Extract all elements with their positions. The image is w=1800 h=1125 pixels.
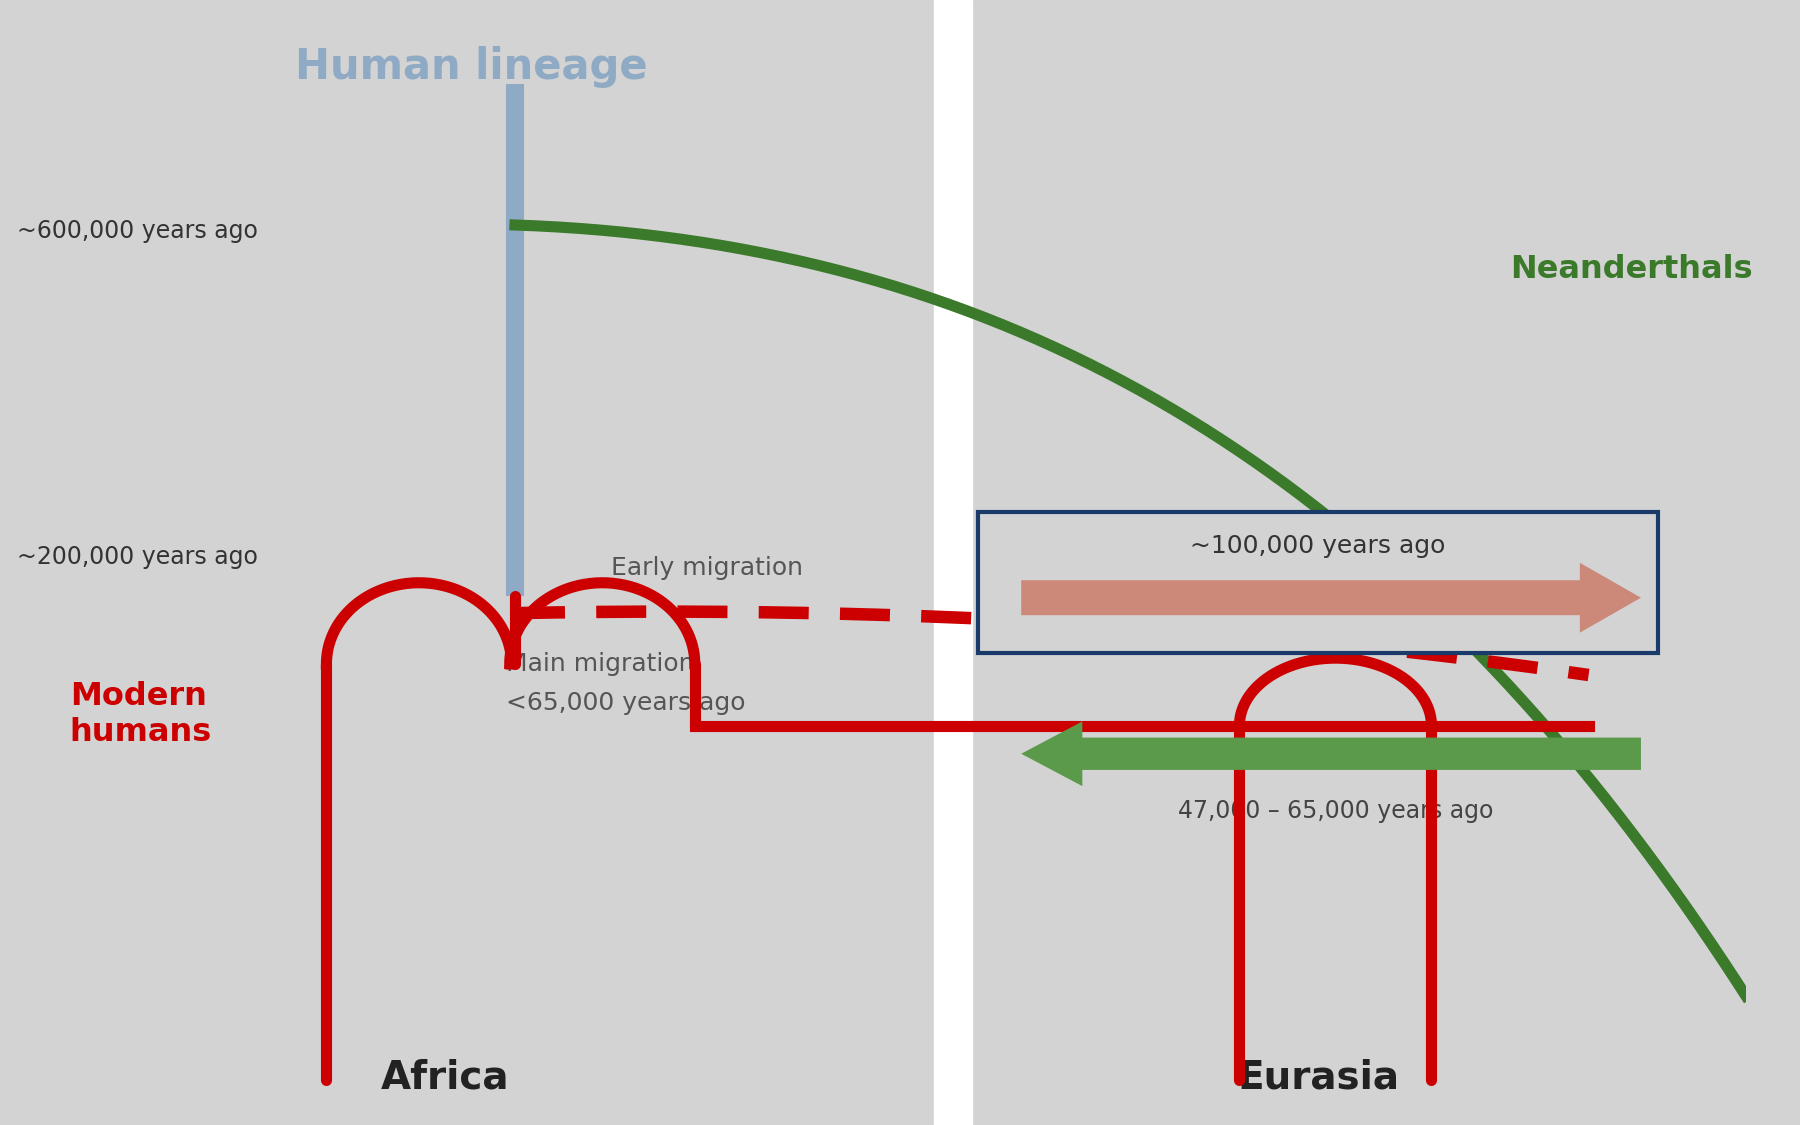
Text: Early migration: Early migration: [610, 556, 803, 580]
Text: Africa: Africa: [382, 1059, 509, 1097]
Bar: [934, 0, 972, 1125]
Text: Eurasia: Eurasia: [1237, 1059, 1399, 1097]
Text: <65,000 years ago: <65,000 years ago: [506, 691, 745, 716]
Text: ~200,000 years ago: ~200,000 years ago: [18, 544, 259, 569]
FancyBboxPatch shape: [977, 512, 1658, 652]
Text: ~100,000 years ago: ~100,000 years ago: [1190, 534, 1445, 558]
Text: Modern
humans: Modern humans: [70, 681, 212, 748]
Text: ~600,000 years ago: ~600,000 years ago: [18, 218, 259, 243]
Text: Human lineage: Human lineage: [295, 46, 648, 89]
Text: Main migration: Main migration: [506, 651, 695, 676]
Polygon shape: [1021, 562, 1642, 632]
Text: Neanderthals: Neanderthals: [1510, 254, 1753, 286]
Polygon shape: [1021, 721, 1642, 786]
Text: 47,000 – 65,000 years ago: 47,000 – 65,000 years ago: [1177, 799, 1494, 822]
